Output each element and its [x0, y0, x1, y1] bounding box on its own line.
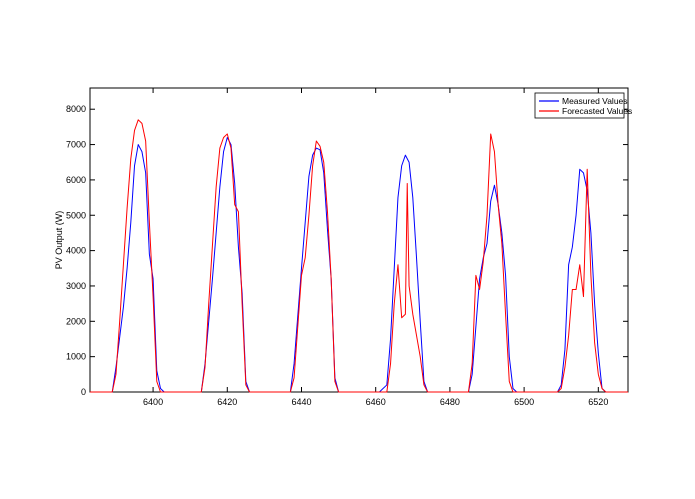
legend-label-measured: Measured Values	[562, 96, 628, 106]
y-tick-label: 5000	[66, 210, 86, 220]
legend-label-forecasted: Forecasted Values	[562, 106, 632, 116]
x-axis: 6400 6420 6440 6460 6480 6500 6520	[143, 88, 608, 407]
x-tick-label: 6460	[366, 397, 386, 407]
y-tick-label: 2000	[66, 316, 86, 326]
x-tick-label: 6420	[217, 397, 237, 407]
x-tick-label: 6400	[143, 397, 163, 407]
series-layer	[90, 119, 628, 393]
x-tick-label: 6440	[291, 397, 311, 407]
series-line-forecasted	[90, 119, 628, 393]
y-axis: 0 1000 2000 3000 4000 5000 6000 7000 8000	[66, 104, 628, 397]
y-tick-label: 6000	[66, 175, 86, 185]
plot-area-frame	[89, 87, 629, 393]
y-tick-label: 4000	[66, 246, 86, 256]
y-tick-label: 7000	[66, 140, 86, 150]
series-line-measured	[90, 136, 628, 393]
y-tick-label: 0	[81, 387, 86, 397]
y-tick-label: 3000	[66, 281, 86, 291]
x-tick-label: 6480	[440, 397, 460, 407]
y-tick-label: 1000	[66, 352, 86, 362]
y-tick-label: 8000	[66, 104, 86, 114]
legend: Measured Values Forecasted Values	[534, 92, 632, 119]
legend-box	[534, 92, 625, 119]
x-tick-label: 6520	[588, 397, 608, 407]
x-tick-label: 6500	[514, 397, 534, 407]
y-axis-title: PV Output (W)	[54, 211, 64, 270]
